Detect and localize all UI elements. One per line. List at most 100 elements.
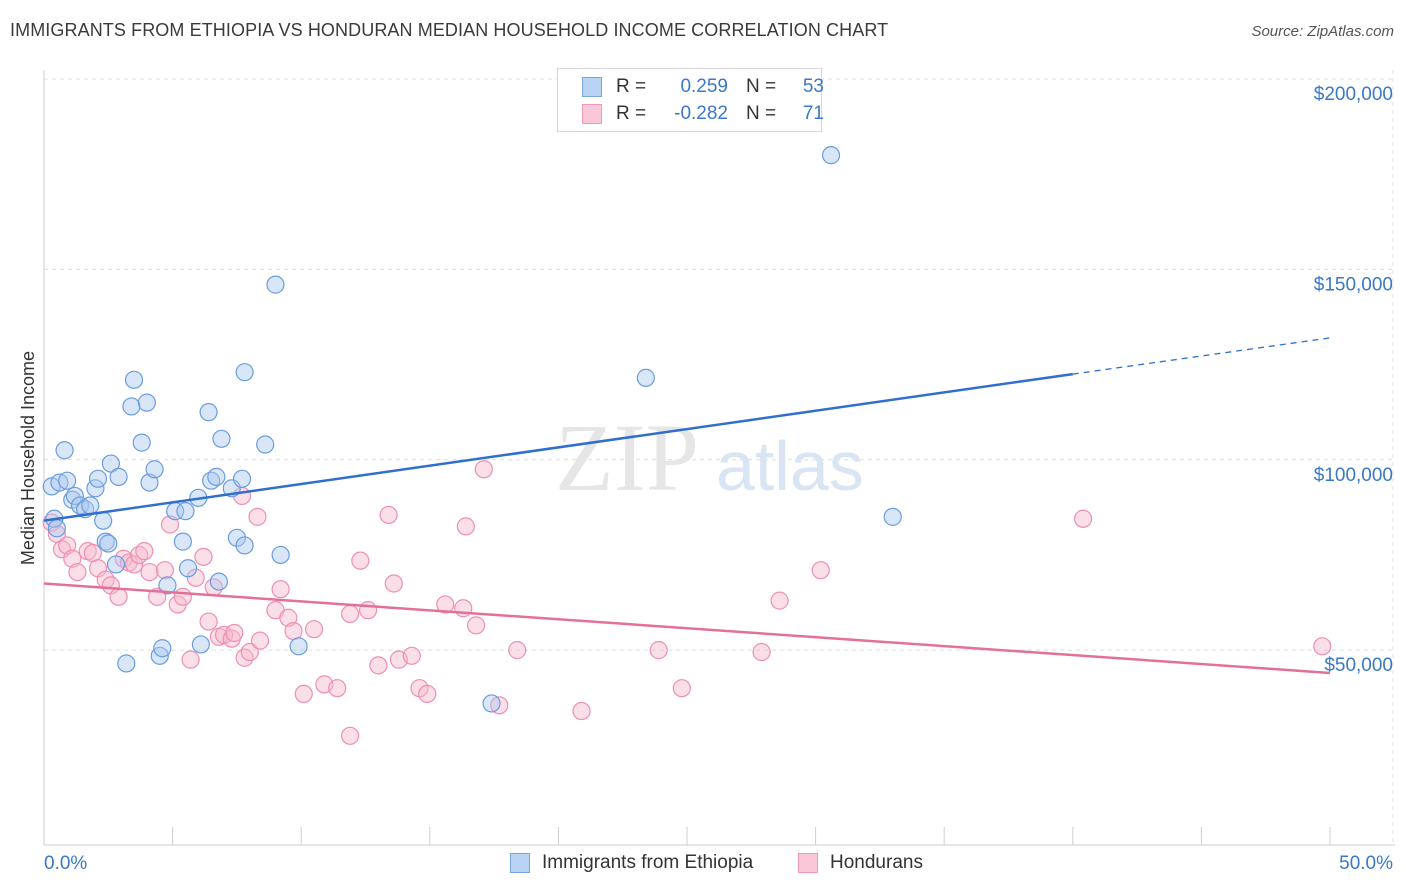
hondurans-trend-line [43,582,1331,675]
ethiopia-point [65,486,84,506]
ethiopia-points [42,146,902,713]
hondurans-point [340,604,360,624]
legend-n-label: N = [746,76,777,97]
correlation-legend: R = 0.259 N = 53 R = -0.282 N = 71 [557,68,824,132]
ethiopia-point [883,507,902,526]
hondurans-point [358,601,378,620]
legend-r-value: -0.282 [674,103,728,124]
ethiopia-point [140,473,159,492]
hondurans-point [124,555,144,574]
legend-row-ethiopia: R = 0.259 N = 53 [582,74,824,100]
hondurans-point [770,591,789,610]
hondurans-point [649,641,668,660]
ethiopia-point [99,534,118,553]
ethiopia-point [235,363,254,382]
ethiopia-point [58,471,77,490]
watermark-atlas: atlas [716,427,864,505]
hondurans-point [225,623,244,643]
legend-r-label: R = [616,76,647,97]
x-tick-label: 50.0% [1339,853,1393,874]
legend-n-value: 53 [802,76,824,97]
ethiopia-point [212,429,231,448]
ethiopia-point [153,639,172,658]
hondurans-point [248,507,267,526]
ethiopia-point [232,469,252,488]
ethiopia-point [47,519,66,538]
series-legend-ethiopia[interactable]: Immigrants from Ethiopia [510,852,753,874]
legend-swatch-hondurans [582,104,602,124]
ethiopia-point [209,572,228,591]
legend-n-value: 71 [802,103,824,124]
legend-r-value: 0.259 [680,76,728,97]
y-tick-label: $200,000 [1314,84,1393,105]
hondurans-point [199,612,218,631]
ethiopia-point [266,275,285,294]
series-label-ethiopia: Immigrants from Ethiopia [542,852,754,873]
ethiopia-point [176,502,195,521]
ethiopia-point [207,467,226,486]
hondurans-points [42,460,1332,745]
hondurans-point [672,679,691,698]
y-tick-label: $100,000 [1314,465,1393,486]
legend-swatch-ethiopia [582,77,602,97]
ethiopia-point [821,146,841,165]
ethiopia-point [132,433,151,452]
hondurans-point [284,621,303,641]
hondurans-point [351,551,370,570]
hondurans-point [135,542,154,561]
x-tick-label: 0.0% [44,853,87,874]
ethiopia-point [124,370,144,389]
hondurans-point [58,536,77,555]
legend-r-label: R = [616,103,647,124]
legend-row-hondurans: R = -0.282 N = 71 [582,101,824,127]
axes [43,70,1395,846]
hondurans-point [173,587,192,606]
series-legend-hondurans[interactable]: Hondurans [798,852,923,874]
ethiopia-point [122,397,141,416]
hondurans-point [508,641,527,660]
hondurans-point [340,726,360,745]
hondurans-point [240,642,259,662]
ethiopia-point [94,511,113,530]
hondurans-point [68,562,87,582]
hondurans-point [109,587,128,606]
ethiopia-point [109,467,128,486]
ethiopia-point [158,576,177,595]
ethiopia-point [636,368,655,387]
hondurans-point [140,562,159,582]
chart-source: Source: ZipAtlas.com [1251,23,1394,40]
hondurans-point [63,549,82,568]
ethiopia-point [191,635,210,654]
ethiopia-point [178,559,198,578]
ethiopia-point [88,469,108,488]
ethiopia-point [227,528,246,547]
ethiopia-point [289,637,308,656]
hondurans-point [369,656,388,675]
hondurans-point [186,568,205,587]
hondurans-point [418,684,437,704]
ethiopia-point [81,496,100,515]
hondurans-point [384,574,403,593]
hondurans-point [155,561,174,580]
ethiopia-point [173,532,192,551]
y-axis-label: Median Household Income [18,351,38,565]
ethiopia-point [117,654,136,673]
hondurans-point [572,701,591,721]
hondurans-point [474,460,493,479]
series-legend: Immigrants from Ethiopia Hondurans [0,852,1406,876]
ethiopia-trend-line [43,372,1073,522]
ethiopia-point [101,454,120,473]
ethiopia-point [55,441,74,460]
ethiopia-point [235,536,254,555]
series-swatch-hondurans [798,853,818,873]
hondurans-point [271,580,290,599]
hondurans-point [294,684,313,704]
hondurans-point [466,616,486,635]
trend-lines [43,337,1331,675]
ethiopia-point [137,393,156,412]
hondurans-point [194,547,213,566]
ethiopia-point [256,435,275,454]
y-tick-label: $150,000 [1314,274,1393,295]
ethiopia-point [482,694,501,713]
